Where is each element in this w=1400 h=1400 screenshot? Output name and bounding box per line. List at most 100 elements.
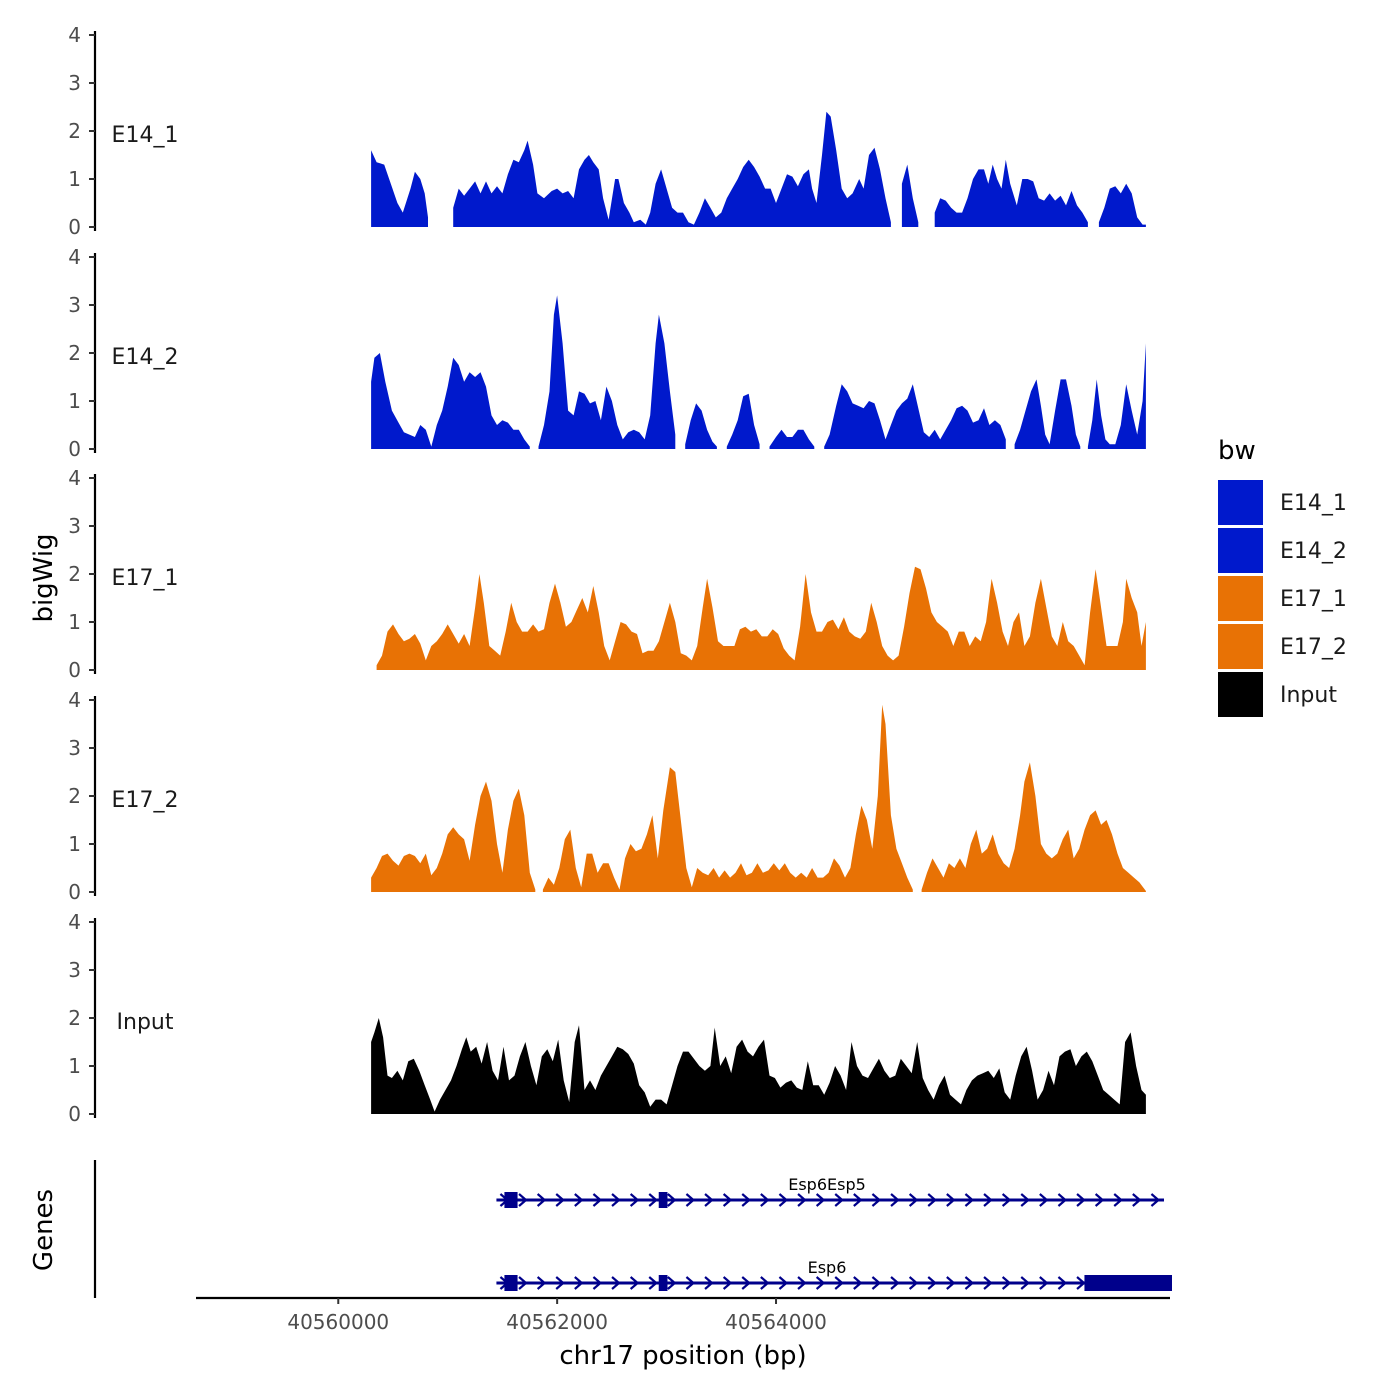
strand-arrow [685, 1276, 696, 1290]
strand-arrow [946, 1276, 956, 1290]
strand-arrow [555, 1276, 565, 1290]
strand-arrow [964, 1276, 975, 1290]
strand-arrow [518, 1276, 528, 1290]
strand-arrow [741, 1193, 751, 1207]
strand-arrow [760, 1276, 770, 1290]
strand-arrow [983, 1193, 993, 1207]
strand-arrow [667, 1193, 677, 1207]
coverage-area [769, 429, 815, 449]
y-tick-label: 4 [68, 466, 81, 490]
y-tick-label: 0 [68, 1102, 81, 1126]
gene-label: Esp6 [808, 1258, 847, 1277]
coverage-tracks: 0 1 2 3 4 E14_1 0 1 2 3 4 E14_2 0 1 2 3 4 E17_1 0 1 2 3 4 E17_2… [68, 23, 1146, 1126]
y-tick-label: 3 [68, 293, 81, 317]
coverage-area [901, 164, 919, 227]
y-tick-label: 2 [68, 562, 81, 586]
exon [658, 1275, 668, 1291]
y-tick-label: 1 [68, 1054, 81, 1078]
strand-arrow [611, 1276, 621, 1290]
y-tick-label: 3 [68, 71, 81, 95]
gene-esp6: Esp6 [496, 1258, 1172, 1291]
strand-arrow [722, 1276, 733, 1290]
track-e14-1: 0 1 2 3 4 E14_1 [68, 23, 1146, 239]
y-tick-label: 2 [68, 119, 81, 143]
strand-arrow [704, 1193, 714, 1207]
strand-arrow [908, 1193, 919, 1207]
y-tick-label: 3 [68, 736, 81, 760]
legend: bw E14_1 E14_2 E17_1 E17_2 Input [1218, 436, 1347, 717]
coverage-area [726, 393, 760, 449]
strand-arrow [797, 1193, 807, 1207]
y-tick-label: 4 [68, 910, 81, 934]
strand-arrow [871, 1276, 882, 1290]
coverage-area [1014, 379, 1081, 449]
strand-arrow [1039, 1193, 1049, 1207]
y-axis-title: bigWig [29, 533, 59, 622]
strand-arrow [629, 1276, 640, 1290]
strand-arrow [629, 1193, 640, 1207]
x-tick-label: 40560000 [287, 1310, 389, 1334]
strand-arrow [574, 1276, 584, 1290]
legend-label: Input [1280, 683, 1337, 708]
track-label: E14_2 [112, 345, 179, 370]
y-tick-label: 0 [68, 215, 81, 239]
strand-arrow [685, 1193, 696, 1207]
track-input: 0 1 2 3 4 Input [68, 910, 1146, 1126]
exon [504, 1192, 518, 1208]
genes-panel: Esp6Esp5 Esp6 [93, 1160, 1172, 1298]
strand-arrow [1094, 1193, 1105, 1207]
legend-title: bw [1218, 436, 1256, 466]
coverage-area [934, 159, 1088, 227]
coverage-area [453, 111, 891, 227]
strand-arrow [908, 1276, 919, 1290]
y-tick-label: 1 [68, 610, 81, 634]
coverage-area [371, 150, 428, 227]
strand-arrow [1020, 1193, 1030, 1207]
strand-arrow [536, 1276, 547, 1290]
y-tick-label: 2 [68, 1006, 81, 1030]
coverage-area [1087, 343, 1146, 449]
strand-arrow [1057, 1276, 1068, 1290]
strand-arrow [1039, 1276, 1049, 1290]
strand-arrow [555, 1193, 565, 1207]
strand-arrow [927, 1193, 937, 1207]
strand-arrow [1150, 1193, 1161, 1207]
coverage-area [542, 704, 913, 892]
coverage-area [371, 1018, 1146, 1114]
strand-arrow [834, 1193, 844, 1207]
y-tick-label: 0 [68, 437, 81, 461]
strand-arrow [853, 1276, 863, 1290]
strand-arrow [667, 1276, 677, 1290]
strand-arrow [890, 1276, 900, 1290]
strand-arrow [1076, 1193, 1086, 1207]
strand-arrow [1001, 1193, 1012, 1207]
track-label: E17_1 [112, 566, 179, 591]
strand-arrow [890, 1193, 900, 1207]
legend-label: E14_1 [1280, 491, 1347, 516]
strand-arrow [1001, 1276, 1012, 1290]
x-tick-label: 40564000 [725, 1310, 827, 1334]
strand-arrow [778, 1193, 789, 1207]
exon [1084, 1275, 1172, 1291]
strand-arrow [927, 1276, 937, 1290]
strand-arrow [611, 1193, 621, 1207]
legend-swatch [1218, 624, 1263, 669]
y-tick-label: 3 [68, 514, 81, 538]
strand-arrow [704, 1276, 714, 1290]
strand-arrow [778, 1276, 789, 1290]
y-tick-label: 1 [68, 167, 81, 191]
coverage-area [371, 781, 536, 892]
y-tick-label: 1 [68, 832, 81, 856]
strand-arrow [1076, 1276, 1086, 1290]
gene-esp6esp5: Esp6Esp5 [496, 1175, 1164, 1208]
y-tick-label: 3 [68, 958, 81, 982]
coverage-area [538, 295, 676, 449]
y-tick-label: 4 [68, 245, 81, 269]
y-tick-label: 2 [68, 784, 81, 808]
x-axis: 40560000 40562000 40564000 [196, 1296, 1170, 1334]
y-tick-label: 0 [68, 880, 81, 904]
track-e14-2: 0 1 2 3 4 E14_2 [68, 245, 1146, 461]
strand-arrow [1113, 1193, 1123, 1207]
coverage-area [824, 384, 1006, 449]
